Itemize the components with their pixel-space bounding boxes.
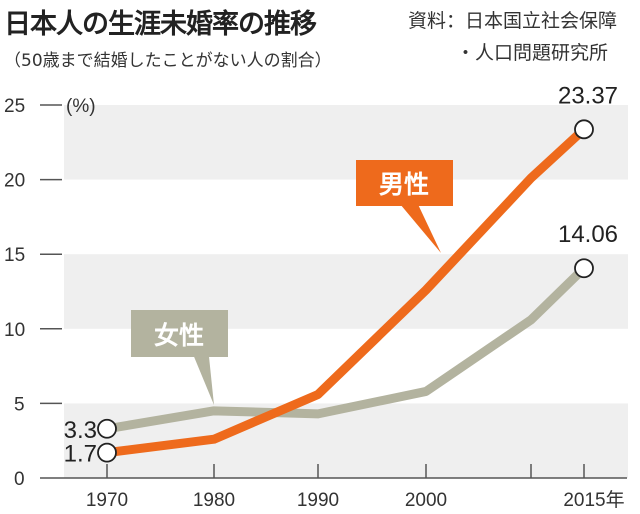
source-line-1: 資料：日本国立社会保障 [408,10,618,32]
male-legend-label: 男性 [379,170,429,199]
x-tick-label: 1970 [86,490,128,511]
data-label: 1.7 [64,441,97,468]
x-tick-label: 1980 [193,490,235,511]
y-axis-unit: (%) [66,96,96,117]
chart-title: 日本人の生涯未婚率の推移 [4,9,317,40]
source-line-2: ・人口問題研究所 [456,42,609,64]
y-tick-label: 10 [4,320,25,341]
data-label: 14.06 [558,221,618,248]
male-callout-pointer [395,198,441,253]
grid-band [64,105,628,180]
y-tick-label: 0 [14,469,25,490]
y-tick-label: 5 [14,394,25,415]
x-tick-label: 2000 [405,490,447,511]
data-point-marker [574,119,594,140]
data-label: 23.37 [558,82,618,109]
data-point-marker [97,418,117,439]
x-tick-label: 2015年 [563,489,624,511]
series-line-female [106,265,588,434]
x-tick-label: 1990 [297,490,339,511]
y-tick-label: 15 [4,245,25,266]
y-tick-label: 25 [4,96,25,117]
chart-subtitle: （50歳まで結婚したことがない人の割合） [4,51,332,71]
data-label: 3.3 [64,417,97,444]
female-callout-pointer [190,347,214,405]
female-callout-box [131,310,228,357]
data-point-marker [574,258,594,279]
series-line-male [106,126,588,458]
y-tick-label: 20 [4,171,25,192]
data-point-marker [97,442,117,463]
grid-band [64,403,628,478]
male-callout-box [356,160,453,206]
female-legend-label: 女性 [154,321,204,350]
